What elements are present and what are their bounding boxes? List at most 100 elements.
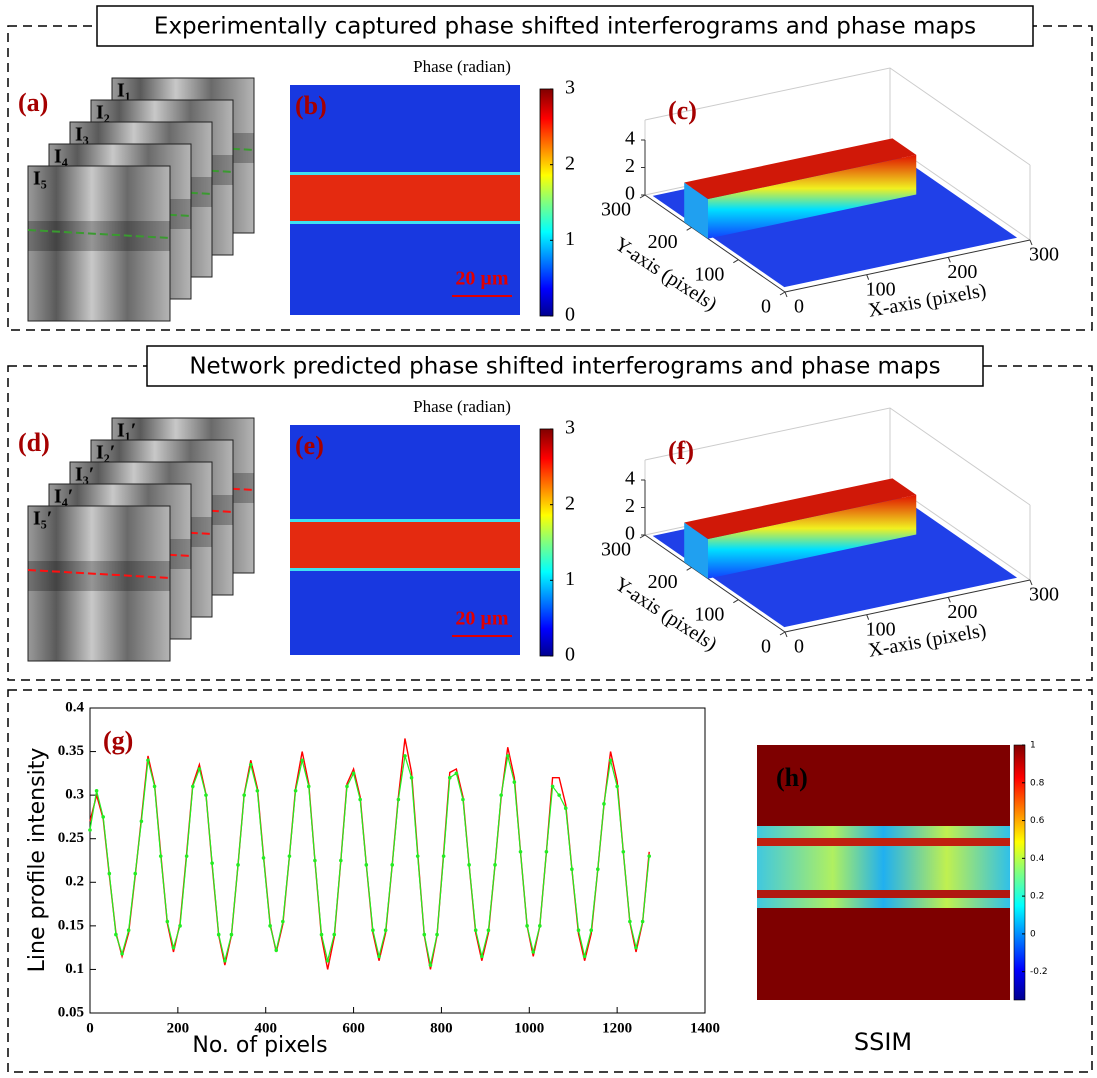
series-marker bbox=[94, 788, 99, 793]
series-marker bbox=[486, 928, 491, 933]
y-tick-label: 200 bbox=[648, 231, 678, 253]
series-marker bbox=[171, 945, 176, 950]
panel-label: (a) bbox=[18, 88, 48, 117]
series-marker bbox=[409, 775, 414, 780]
series-marker bbox=[493, 863, 497, 867]
axis-line bbox=[644, 194, 786, 293]
y-tick-label: 100 bbox=[694, 263, 724, 285]
phase-band bbox=[290, 522, 520, 568]
series-marker bbox=[396, 797, 401, 802]
series-marker bbox=[114, 932, 118, 937]
interferogram bbox=[27, 165, 171, 322]
series-marker bbox=[139, 819, 144, 824]
y-tick bbox=[639, 194, 646, 199]
y-tick bbox=[733, 259, 739, 264]
series-marker bbox=[274, 948, 279, 953]
series-marker bbox=[165, 919, 170, 924]
y-tick-label: 0.2 bbox=[65, 874, 84, 890]
x-tick-label: 300 bbox=[1029, 584, 1059, 606]
colorbar-tick-label: 3 bbox=[565, 77, 575, 99]
z-tick-label: 4 bbox=[625, 128, 635, 150]
series-marker bbox=[339, 858, 343, 863]
ssim-stripe bbox=[757, 838, 1010, 846]
series-marker bbox=[447, 775, 452, 780]
z-tick-label: 4 bbox=[625, 468, 635, 490]
y-tick-label: 300 bbox=[601, 539, 631, 561]
series-marker bbox=[383, 928, 388, 933]
ssim-panel: (h) SSIM -0.2 0 0.2 0.4 0.6 0.8 1 bbox=[757, 741, 1048, 1056]
series-marker bbox=[210, 861, 214, 865]
y-tick-label: 0.25 bbox=[58, 830, 84, 846]
series-marker bbox=[499, 793, 503, 797]
colorbar-tick-label: 1 bbox=[565, 228, 575, 250]
x-tick bbox=[784, 291, 788, 298]
series-marker bbox=[184, 854, 189, 858]
x-tick-label: 800 bbox=[430, 1020, 453, 1036]
panel-label: (f) bbox=[668, 436, 694, 465]
x-tick-label: 1400 bbox=[690, 1020, 720, 1036]
y-tick-label: 0.35 bbox=[58, 743, 84, 759]
y-tick-label: 0.4 bbox=[65, 699, 84, 715]
series-marker bbox=[345, 784, 349, 789]
x-tick-label: 0 bbox=[794, 296, 804, 318]
series-marker bbox=[428, 963, 433, 967]
series-marker bbox=[415, 854, 420, 858]
series-marker bbox=[88, 828, 92, 832]
frame-label: I₂′ bbox=[96, 442, 115, 464]
series-marker bbox=[351, 771, 356, 776]
series-marker bbox=[422, 932, 427, 937]
y-tick bbox=[686, 226, 692, 231]
frame-label: I₄ bbox=[54, 146, 68, 168]
colorbar-tick-label: 2 bbox=[565, 152, 575, 174]
series-marker bbox=[467, 863, 471, 867]
x-tick bbox=[947, 257, 951, 263]
series-marker bbox=[615, 784, 619, 789]
series-marker bbox=[216, 932, 221, 937]
series-marker bbox=[101, 815, 105, 819]
x-tick-label: 100 bbox=[866, 278, 896, 300]
colorbar-title: Phase (radian) bbox=[413, 397, 511, 416]
y-tick bbox=[779, 291, 786, 296]
z-tick-label: 2 bbox=[625, 155, 635, 177]
section: Network predicted phase shifted interfer… bbox=[18, 345, 1059, 666]
z-tick-label: 0 bbox=[625, 183, 635, 205]
series-marker bbox=[190, 784, 195, 789]
series-marker bbox=[390, 863, 395, 867]
section-border bbox=[7, 689, 1093, 1073]
colorbar-tick-label: 1 bbox=[1030, 741, 1036, 751]
colorbar-tick-label: 0.4 bbox=[1030, 854, 1045, 864]
colorbar-tick-label: 0.2 bbox=[1030, 892, 1044, 902]
series-marker bbox=[364, 863, 369, 867]
series-marker bbox=[550, 784, 555, 789]
frame-label: I₄′ bbox=[54, 486, 73, 508]
series-marker bbox=[518, 849, 523, 854]
colorbar-tick-label: 0 bbox=[565, 644, 575, 666]
colorbar-tick-label: -0.2 bbox=[1030, 967, 1048, 977]
series-marker bbox=[178, 924, 182, 928]
colorbar-title: Phase (radian) bbox=[413, 57, 511, 76]
panel-label: (h) bbox=[776, 763, 808, 792]
colorbar-tick-label: 0 bbox=[565, 304, 575, 326]
y-tick bbox=[639, 534, 646, 539]
interferogram-band bbox=[28, 221, 170, 251]
interferogram bbox=[27, 505, 171, 662]
section: Experimentally captured phase shifted in… bbox=[18, 5, 1059, 326]
colorbar-tick-label: 0.8 bbox=[1030, 778, 1045, 788]
series-marker bbox=[223, 958, 227, 963]
series-marker bbox=[435, 932, 439, 937]
axis-line bbox=[784, 239, 1031, 293]
series-marker bbox=[152, 784, 157, 789]
series-marker bbox=[300, 758, 304, 763]
ssim-title: SSIM bbox=[854, 1028, 912, 1056]
x-tick-label: 600 bbox=[342, 1020, 365, 1036]
series-marker bbox=[505, 754, 510, 758]
series-marker bbox=[358, 797, 362, 802]
series-marker bbox=[107, 871, 112, 876]
series-marker bbox=[563, 806, 568, 811]
x-tick bbox=[1029, 239, 1033, 246]
box-edge bbox=[644, 67, 1031, 166]
x-tick-label: 200 bbox=[167, 1020, 190, 1036]
series-marker bbox=[319, 932, 324, 937]
surface-wall bbox=[708, 154, 917, 239]
series-marker bbox=[377, 954, 381, 959]
